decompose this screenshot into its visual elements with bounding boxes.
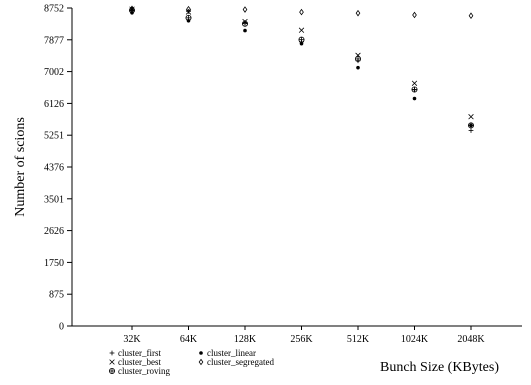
y-tick-label: 4376: [44, 163, 64, 174]
data-point: [354, 55, 361, 62]
legend-marker: [109, 367, 116, 374]
x-tick-label: 512K: [347, 334, 370, 345]
data-point: [186, 18, 191, 23]
x-tick-label: 64K: [180, 334, 198, 345]
legend-marker: [198, 358, 204, 366]
y-tick-label: 875: [49, 290, 64, 301]
y-tick-label: 2626: [44, 226, 64, 237]
data-point: [411, 80, 418, 86]
data-point: [299, 8, 304, 16]
data-point: [298, 36, 305, 43]
series-cluster-best: [129, 6, 474, 120]
y-tick-label: 0: [59, 322, 64, 333]
legend-item-cluster-roving: cluster_roving: [109, 366, 170, 376]
y-tick-label: 1750: [44, 258, 64, 269]
data-point: [242, 6, 248, 13]
x-tick-label: 32K: [123, 334, 141, 345]
y-tick-label: 7002: [44, 67, 64, 78]
data-point: [469, 123, 473, 128]
y-axis-title: Number of scions: [13, 117, 28, 217]
series-cluster-segregated: [129, 5, 474, 20]
series-cluster-first: [129, 6, 474, 133]
legend-item-cluster-linear: cluster_linear: [199, 348, 256, 358]
data-point: [412, 96, 417, 101]
x-tick-label: 256K: [290, 334, 313, 345]
legend-label: cluster_roving: [118, 366, 170, 376]
legend-marker: [199, 351, 203, 355]
legend-label: cluster_first: [118, 348, 161, 358]
x-ticks: 32K 64K 128K 256K 512K 1024K 2048K: [123, 326, 485, 345]
data-point: [241, 20, 248, 27]
legend-item-cluster-segregated: cluster_segregated: [198, 357, 274, 367]
data-point: [468, 128, 474, 133]
data-point: [356, 65, 360, 70]
y-tick-label: 7877: [44, 35, 64, 46]
legend-item-cluster-first: cluster_first: [109, 348, 161, 358]
data-point: [468, 12, 474, 20]
data-point: [243, 28, 247, 33]
legend-label: cluster_segregated: [207, 357, 274, 367]
data-marks: [128, 5, 474, 133]
data-point: [186, 5, 191, 13]
x-tick-label: 128K: [234, 334, 257, 345]
legend-marker: [109, 350, 115, 356]
series-cluster-roving: [128, 7, 474, 129]
data-point: [130, 10, 134, 15]
y-tick-label: 3501: [44, 194, 64, 205]
data-point: [468, 114, 474, 120]
series-cluster-linear: [130, 10, 473, 128]
data-point: [355, 9, 361, 17]
y-tick-label: 5251: [44, 131, 64, 142]
x-tick-label: 1024K: [401, 334, 429, 345]
y-tick-label: 6126: [44, 99, 64, 110]
data-point: [129, 5, 135, 13]
data-point: [412, 11, 417, 19]
legend-item-cluster-best: cluster_best: [109, 357, 161, 367]
y-ticks: 0 875 1750 2626 3501 4376 5251 6126 7002 7877 8752: [44, 4, 72, 333]
data-point: [299, 41, 304, 46]
y-tick-label: 8752: [44, 4, 64, 15]
data-point: [298, 27, 305, 33]
legend-label: cluster_best: [118, 357, 161, 367]
axes: [71, 8, 522, 327]
x-tick-label: 2048K: [457, 334, 485, 345]
legend-label: cluster_linear: [207, 348, 256, 358]
legend-marker: [109, 359, 115, 365]
data-point: [411, 86, 418, 93]
x-axis-title: Bunch Size (KBytes): [380, 360, 499, 375]
